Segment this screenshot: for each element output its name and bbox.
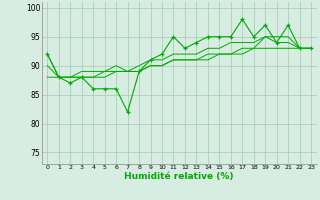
X-axis label: Humidité relative (%): Humidité relative (%)	[124, 172, 234, 181]
